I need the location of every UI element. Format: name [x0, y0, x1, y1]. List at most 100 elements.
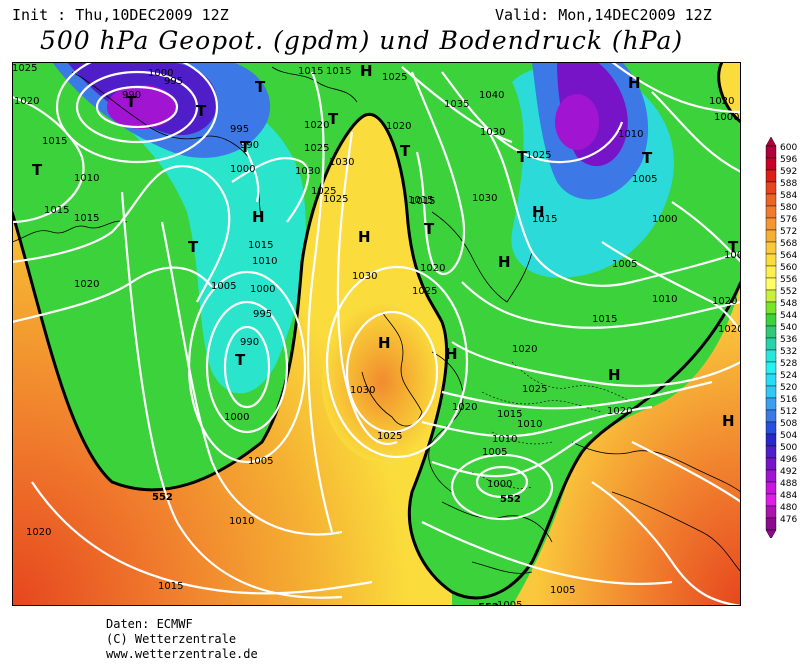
pressure-label: 1025	[311, 186, 336, 197]
contour-label: 552	[478, 602, 499, 606]
warm-area-southeast	[512, 282, 741, 606]
pressure-label: 1005	[550, 585, 575, 596]
legend-label: 596	[780, 155, 797, 165]
low-west-center	[107, 85, 177, 129]
high-pressure-marker: H	[378, 334, 391, 352]
legend-label: 548	[780, 299, 797, 309]
low-pressure-marker: T	[255, 78, 266, 96]
pressure-label: 1025	[304, 143, 329, 154]
pressure-label: 1010	[618, 129, 643, 140]
valid-time: Valid: Mon,14DEC2009 12Z	[495, 6, 712, 24]
legend-label: 592	[780, 167, 797, 177]
legend-swatch	[765, 265, 777, 279]
legend-swatch	[765, 253, 777, 267]
legend-swatch	[765, 301, 777, 315]
high-pressure-marker: H	[360, 62, 373, 80]
legend-swatch	[765, 373, 777, 387]
legend-swatch	[765, 349, 777, 363]
legend-label: 476	[780, 515, 797, 525]
legend-swatch	[765, 325, 777, 339]
legend-label: 552	[780, 287, 797, 297]
legend-label: 588	[780, 179, 797, 189]
credit-copyright: (C) Wetterzentrale	[106, 632, 237, 646]
low-pressure-marker: T	[235, 351, 246, 369]
high-pressure-marker: H	[532, 203, 545, 221]
legend-swatch	[765, 217, 777, 231]
legend-swatch	[765, 433, 777, 447]
legend-label: 512	[780, 407, 797, 417]
pressure-label: 1030	[472, 193, 497, 204]
pressure-label: 1015	[74, 213, 99, 224]
legend-arrow-top	[765, 136, 777, 147]
pressure-label: 1020	[304, 120, 329, 131]
legend-label: 516	[780, 395, 797, 405]
legend-swatch	[765, 157, 777, 171]
low-pressure-marker: T	[240, 138, 251, 156]
pressure-label-group: 1025 1020 1015 1010 1015 1015 1020 1000 …	[12, 63, 741, 606]
legend-label: 540	[780, 323, 797, 333]
pressure-label: 1015	[44, 205, 69, 216]
legend-label: 528	[780, 359, 797, 369]
legend-label: 524	[780, 371, 797, 381]
legend-swatch	[765, 517, 777, 531]
high-pressure-marker: H	[608, 366, 621, 384]
pressure-label: 1030	[329, 157, 354, 168]
pressure-label: 1025	[412, 286, 437, 297]
low-pressure-marker: T	[642, 149, 653, 167]
pressure-label: 1030	[350, 385, 375, 396]
legend-label: 556	[780, 275, 797, 285]
legend-label: 536	[780, 335, 797, 345]
legend-swatch	[765, 421, 777, 435]
legend-swatch	[765, 409, 777, 423]
low-pressure-marker: T	[424, 220, 435, 238]
legend-swatch	[765, 493, 777, 507]
pressure-label: 1020	[420, 263, 445, 274]
pressure-label: 1005	[724, 250, 741, 261]
pressure-label: 1030	[352, 271, 377, 282]
pressure-label: 1000	[250, 284, 275, 295]
pressure-label: 1005	[248, 456, 273, 467]
pressure-label: 1010	[74, 173, 99, 184]
pressure-label: 1015	[42, 136, 67, 147]
pressure-label: 1030	[480, 127, 505, 138]
legend-label: 488	[780, 479, 797, 489]
legend-swatch	[765, 337, 777, 351]
legend-swatch	[765, 457, 777, 471]
pressure-label: 1000	[148, 68, 173, 79]
pressure-label: 1010	[252, 256, 277, 267]
high-pressure-marker: H	[445, 345, 458, 363]
legend-swatch	[765, 469, 777, 483]
pressure-label: 995	[164, 76, 183, 87]
pressure-label: 1020	[712, 296, 737, 307]
pressure-label: 1015	[408, 195, 433, 206]
high-pressure-marker: H	[498, 253, 511, 271]
pressure-label: 1020	[718, 324, 741, 335]
contour-552-east	[407, 281, 741, 600]
legend-swatch	[765, 145, 777, 159]
pressure-label: 1015	[410, 196, 435, 207]
legend-label: 580	[780, 203, 797, 213]
legend-label: 500	[780, 443, 797, 453]
legend-label: 568	[780, 239, 797, 249]
credit-website: www.wetterzentrale.de	[106, 647, 258, 661]
pressure-label: 1005	[632, 174, 657, 185]
pressure-label: 1020	[74, 279, 99, 290]
pressure-label: 1035	[444, 99, 469, 110]
contour-label: 552	[500, 494, 521, 505]
legend-swatch	[765, 361, 777, 375]
pressure-label: 990	[122, 90, 141, 101]
legend-label: 484	[780, 491, 797, 501]
pressure-label: 1015	[592, 314, 617, 325]
legend-swatch	[765, 289, 777, 303]
low-east-center	[555, 94, 599, 150]
legend-label: 532	[780, 347, 797, 357]
legend-label: 600	[780, 143, 797, 153]
pressure-label: 990	[240, 140, 259, 151]
color-scale-legend: 600 596 592 588 584 580 576 572 568 564 560 556 552 5…	[765, 136, 797, 538]
pressure-label: 1025	[12, 63, 37, 74]
pressure-label: 1005	[482, 447, 507, 458]
legend-label: 504	[780, 431, 797, 441]
pressure-label: 1020	[709, 96, 734, 107]
pressure-label: 1015	[532, 214, 557, 225]
credit-data-source: Daten: ECMWF	[106, 617, 193, 631]
